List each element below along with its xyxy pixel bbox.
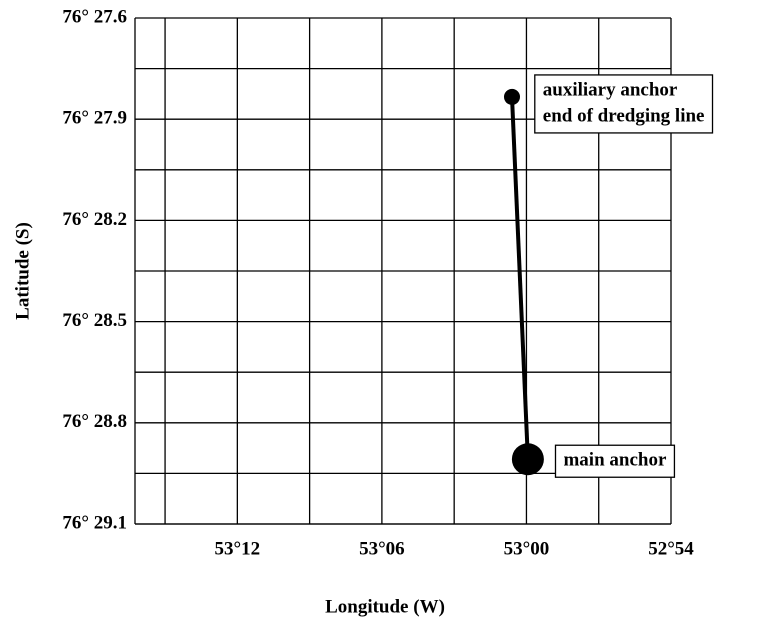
y-tick-label: 76° 28.8	[62, 411, 127, 432]
anchor-point	[511, 443, 544, 476]
annotation-text: end of dredging line	[543, 105, 705, 126]
y-tick-label: 76° 27.6	[62, 6, 127, 27]
x-tick-label: 52°54	[648, 538, 694, 559]
x-tick-label: 53°06	[359, 538, 405, 559]
y-axis-label: Latitude (S)	[12, 222, 33, 320]
y-tick-label: 76° 29.1	[62, 512, 127, 533]
annotation-text: main anchor	[563, 450, 666, 471]
x-tick-label: 53°00	[504, 538, 550, 559]
anchor-point	[503, 88, 520, 105]
annotation-box	[534, 74, 714, 134]
y-tick-label: 76° 28.5	[62, 310, 127, 331]
track-line	[509, 96, 530, 460]
x-tick-label: 53°12	[215, 538, 261, 559]
annotation-box	[554, 444, 676, 478]
y-tick-label: 76° 28.2	[62, 209, 127, 230]
y-tick-label: 76° 27.9	[62, 108, 127, 129]
x-axis-label: Longitude (W)	[325, 596, 445, 617]
annotation-text: auxiliary anchor	[543, 79, 678, 100]
